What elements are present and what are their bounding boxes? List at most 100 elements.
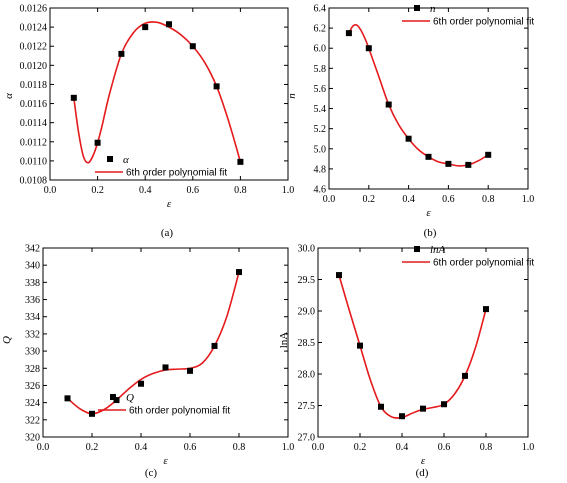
- y-tick-label: 4.6: [314, 185, 327, 196]
- y-axis-label: α: [3, 93, 15, 99]
- y-tick-label: 30.0: [298, 244, 316, 255]
- legend-entry-fit: 6th order polynomial fit: [433, 258, 534, 269]
- x-tick-label: 0.4: [396, 442, 409, 453]
- y-tick-label: 5.0: [314, 144, 327, 155]
- y-tick-label: 336: [25, 295, 40, 306]
- chart-panel-4: 0.0 0.2 0.4 0.6 0.8 1.027.027.528.028.529.029…: [278, 244, 534, 480]
- legend-marker-square: [414, 246, 420, 252]
- data-point: [213, 83, 220, 90]
- legend: Q 6th order polynomial fit: [98, 392, 230, 417]
- data-point: [94, 139, 101, 146]
- y-tick-label: 28.5: [298, 338, 316, 349]
- x-tick-label: 0.0: [312, 442, 325, 453]
- data-point: [378, 403, 384, 410]
- y-tick-label: 27.0: [298, 433, 316, 444]
- legend: α 6th order polynomial fit: [95, 154, 227, 179]
- x-axis-label: ε: [163, 455, 168, 467]
- x-tick-label: 0.2: [91, 185, 104, 196]
- y-tick-label: 5.6: [314, 84, 327, 95]
- legend-entry-points: Q: [126, 392, 134, 404]
- y-tick-label: 0.0110: [20, 156, 47, 167]
- y-tick-label: 5.4: [314, 104, 327, 115]
- data-point: [445, 160, 452, 167]
- x-tick-label: 0.2: [86, 442, 99, 453]
- legend-marker-square: [414, 5, 420, 11]
- y-tick-label: 0.0116: [20, 99, 47, 110]
- y-tick-label: 29.5: [298, 275, 316, 286]
- data-point: [89, 410, 95, 417]
- x-axis-label: ε: [421, 455, 426, 467]
- panel-label: (d): [416, 467, 429, 479]
- plot-frame: [42, 247, 289, 438]
- fit-line: [348, 23, 489, 167]
- y-tick-label: 338: [25, 278, 40, 289]
- y-tick-label: 340: [25, 261, 40, 272]
- x-tick-label: 0.0: [37, 442, 50, 453]
- fit-line: [338, 274, 487, 419]
- legend-entry-points: α: [123, 154, 129, 166]
- data-point: [462, 372, 468, 379]
- data-point: [189, 43, 196, 50]
- x-tick-label: 0.6: [187, 185, 200, 196]
- y-axis-label: n: [286, 93, 298, 99]
- y-tick-label: 0.0124: [20, 23, 48, 34]
- data-point: [187, 367, 193, 374]
- legend: n 6th order polynomial fit: [402, 3, 534, 28]
- data-point: [70, 94, 77, 101]
- data-point: [162, 364, 169, 371]
- legend-entry-points: lnA: [430, 244, 446, 256]
- y-tick-label: 326: [25, 381, 40, 392]
- data-point: [420, 405, 426, 412]
- x-tick-label: 0.4: [139, 185, 152, 196]
- chart-panel-2: 0.0 0.2 0.4 0.6 0.8 1.0 4.6 4.8 5.0 5.2 5.4 5.6 5.8 6…: [286, 3, 534, 239]
- y-tick-label: 0.0118: [20, 80, 47, 91]
- legend-entry-fit: 6th order polynomial fit: [126, 168, 227, 179]
- plot-frame: [49, 7, 289, 181]
- x-tick-label: 0.6: [438, 442, 451, 453]
- data-point: [485, 151, 492, 158]
- y-tick-label: 328: [25, 364, 40, 375]
- y-tick-label: 6.4: [314, 4, 327, 15]
- plot-frame: [328, 7, 529, 190]
- y-tick-label: 0.0114: [20, 118, 47, 129]
- x-tick-label: 0.4: [135, 442, 148, 453]
- y-axis-label: Q: [1, 336, 13, 344]
- x-tick-label: 0.6: [442, 194, 455, 205]
- panel-label: (b): [424, 227, 437, 239]
- y-tick-label: 28.0: [298, 370, 316, 381]
- y-tick-label: 0.0122: [20, 42, 48, 53]
- data-point: [336, 272, 342, 279]
- y-tick-label: 322: [25, 415, 40, 426]
- data-point: [113, 397, 120, 404]
- legend-entry-fit: 6th order polynomial fit: [129, 406, 230, 417]
- data-point: [399, 413, 405, 420]
- data-point: [142, 24, 149, 31]
- y-tick-label: 330: [25, 347, 40, 358]
- data-point: [118, 50, 125, 57]
- legend-entry-points: n: [430, 3, 436, 15]
- chart-panel-1: 0.0 0.2 0.4 0.6 0.8 1.0 0.0108 0.0110 0.0112 0.01…: [3, 4, 294, 240]
- data-point: [483, 306, 489, 313]
- data-point: [405, 135, 412, 142]
- x-axis-label: ε: [426, 207, 431, 219]
- y-tick-label: 6.0: [314, 44, 327, 55]
- data-point: [385, 101, 392, 108]
- y-tick-label: 6.2: [314, 24, 327, 35]
- data-point: [345, 30, 352, 37]
- y-tick-label: 27.5: [298, 401, 316, 412]
- data-point: [237, 158, 244, 165]
- x-tick-label: 0.2: [354, 442, 367, 453]
- y-tick-label: 342: [25, 244, 40, 255]
- x-tick-label: 0.2: [363, 194, 376, 205]
- x-tick-label: 1.0: [282, 442, 295, 453]
- data-point: [441, 401, 447, 408]
- y-tick-label: 324: [25, 398, 40, 409]
- y-axis-label: lnA: [278, 332, 290, 349]
- x-tick-label: 1.0: [522, 442, 535, 453]
- y-tick-label: 334: [25, 312, 40, 323]
- data-point: [357, 342, 363, 349]
- x-tick-label: 0.6: [184, 442, 197, 453]
- y-tick-label: 4.8: [314, 164, 327, 175]
